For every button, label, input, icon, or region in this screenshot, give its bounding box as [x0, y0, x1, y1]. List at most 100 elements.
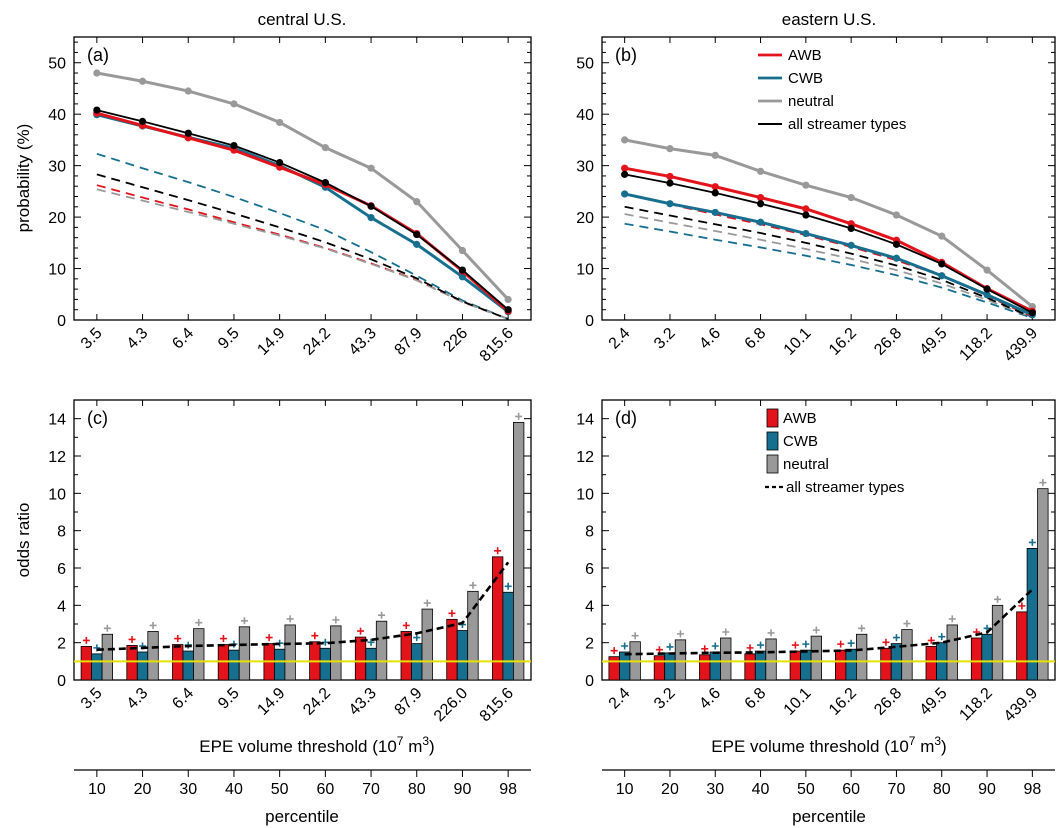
significance-marker-cwb	[847, 639, 855, 647]
significance-marker-awb	[1018, 602, 1026, 610]
data-point-all	[666, 179, 674, 187]
data-point-awb	[666, 172, 674, 181]
plot-frame	[601, 399, 1056, 681]
bar-neutral	[810, 635, 822, 681]
data-point-all	[276, 158, 284, 167]
bar-awb	[400, 631, 412, 681]
significance-marker-neutral	[1039, 479, 1047, 487]
significance-marker-neutral	[676, 630, 684, 638]
significance-marker-cwb	[938, 633, 946, 641]
y-tick-label: 20	[48, 210, 66, 227]
data-point-neutral	[93, 69, 101, 77]
y-tick-label: 2	[585, 636, 594, 653]
x-tick-label: 4.3	[124, 325, 152, 353]
expected-line-neutral	[96, 188, 509, 320]
x-tick-label: 226.0	[431, 685, 471, 725]
bar-neutral	[720, 637, 732, 681]
svg-text:EPE volume threshold (107 m3): EPE volume threshold (107 m3)	[199, 734, 434, 756]
data-point-cwb	[367, 214, 375, 222]
data-point-all	[321, 179, 329, 187]
significance-marker-awb	[448, 609, 456, 617]
x-tick-label: 6.4	[169, 325, 197, 353]
data-point-awb	[621, 164, 629, 172]
data-point-all	[756, 200, 765, 208]
series-line-neutral	[96, 71, 510, 301]
expected-line-cwb	[96, 152, 509, 320]
legend-label-all: all streamer types	[786, 479, 904, 496]
data-point-neutral	[458, 246, 467, 255]
legend-label-cwb: CWB	[788, 70, 823, 87]
bar-awb	[970, 637, 983, 681]
legend-label-awb: AWB	[783, 410, 817, 427]
x-tick-label: 815.6	[477, 685, 517, 725]
significance-marker-neutral	[378, 611, 386, 619]
significance-marker-awb	[128, 635, 136, 643]
bar-neutral	[421, 608, 433, 681]
data-point-neutral	[802, 181, 810, 189]
x-tick-label: 14.9	[254, 685, 288, 719]
data-point-cwb	[847, 241, 855, 249]
significance-marker-awb	[837, 640, 845, 648]
data-point-neutral	[321, 144, 329, 152]
y-tick-label: 10	[576, 486, 594, 503]
percentile-tick-label: 10	[88, 781, 106, 798]
percentile-axis-right: 10 20 30 40 50 60 70 80 90 98	[602, 769, 1055, 798]
bar-cwb	[182, 650, 194, 681]
y-tick-label: 30	[48, 159, 66, 176]
bar-cwb	[91, 653, 103, 681]
panel-b: 0 10 20 30 40 50 (b) 2.4 3.2 4.6 6.8 10.1 16.2 26.8 49…	[576, 36, 1056, 365]
percentile-tick-label: 60	[316, 781, 334, 798]
percentile-tick-label: 40	[752, 781, 770, 798]
data-point-neutral	[138, 77, 147, 85]
x-tick-label: 4.6	[696, 685, 724, 713]
percentile-tick-label: 50	[797, 781, 815, 798]
significance-marker-cwb	[367, 638, 375, 646]
significance-marker-neutral	[423, 599, 431, 607]
data-point-neutral	[367, 164, 375, 172]
percentile-tick-label: 90	[454, 781, 472, 798]
significance-marker-cwb	[93, 644, 101, 652]
x-tick-label: 4.3	[124, 685, 152, 713]
x-tick-label: 26.8	[871, 685, 905, 719]
y-tick-label: 4	[585, 598, 594, 615]
significance-marker-cwb	[621, 642, 629, 650]
y-tick-label: 8	[585, 524, 594, 541]
significance-marker-awb	[610, 647, 618, 655]
percentile-tick-label: 70	[362, 781, 380, 798]
data-point-all	[892, 240, 901, 248]
data-point-awb	[756, 193, 765, 202]
data-point-cwb	[711, 208, 719, 217]
bar-cwb	[619, 651, 631, 681]
data-point-neutral	[756, 167, 765, 175]
bar-awb	[1016, 611, 1028, 681]
percentile-tick-label: 30	[706, 781, 724, 798]
bar-cwb	[845, 648, 857, 681]
bar-awb	[699, 654, 711, 681]
data-point-all	[413, 230, 421, 239]
percentile-tick-label: 10	[616, 781, 634, 798]
data-point-awb	[802, 205, 810, 213]
expected-line-cwb	[624, 222, 1033, 319]
x-tick-label: 2.4	[606, 685, 634, 713]
data-point-neutral	[983, 266, 991, 274]
data-point-all	[230, 141, 238, 150]
x-tick-label: 6.8	[742, 685, 770, 713]
bar-cwb	[228, 649, 240, 681]
x-tick-label: 10.1	[781, 685, 815, 719]
bar-neutral	[238, 626, 251, 681]
percentile-tick-label: 50	[271, 781, 289, 798]
data-point-cwb	[458, 273, 467, 281]
y-tick-label: 0	[57, 673, 66, 690]
bar-neutral	[193, 628, 205, 681]
panel-label: (d)	[615, 408, 637, 428]
significance-marker-neutral	[332, 616, 340, 624]
data-point-awb	[711, 183, 719, 191]
x-tick-label: 26.8	[871, 325, 905, 359]
y-axis-label-odds: odds ratio	[14, 503, 33, 578]
significance-marker-cwb	[983, 624, 991, 632]
bar-cwb	[136, 651, 149, 681]
plot-frame	[73, 399, 532, 681]
significance-marker-cwb	[802, 640, 810, 648]
significance-marker-neutral	[858, 624, 866, 632]
percentile-tick-label: 98	[1023, 781, 1041, 798]
